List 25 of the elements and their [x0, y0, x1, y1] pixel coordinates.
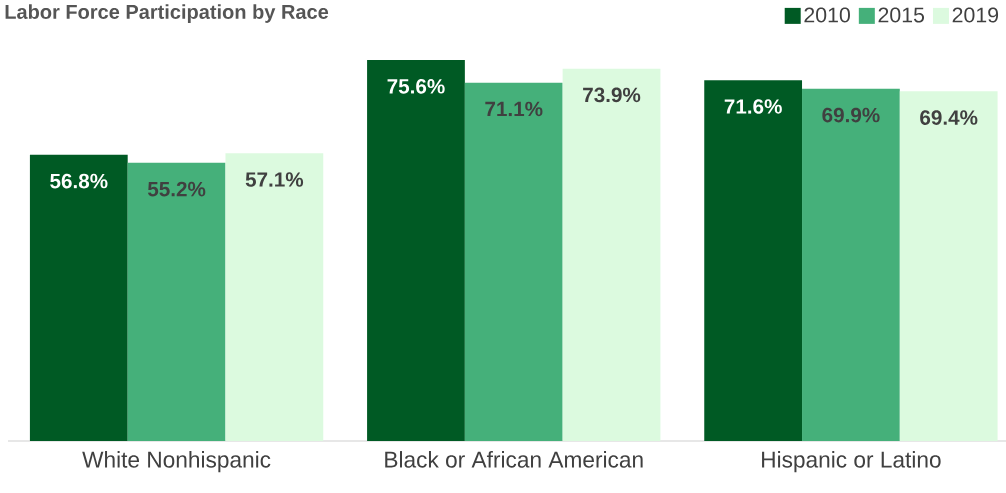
data-label: 57.1%: [245, 172, 304, 187]
bar: [899, 91, 998, 441]
bar: [562, 68, 661, 441]
bar: [29, 154, 128, 441]
bar: [225, 153, 324, 441]
data-label: 71.6%: [724, 99, 782, 114]
data-label: 73.9%: [583, 87, 641, 103]
data-label: 71.1%: [485, 101, 543, 117]
x-tick-label: White Nonhispanic: [82, 451, 271, 473]
legend-label: 2015: [878, 7, 925, 23]
bar: [127, 162, 226, 441]
x-tick-label: Black or African American: [385, 451, 643, 468]
chart-title: Labor Force Participation by Race: [5, 4, 329, 23]
x-tick-label: Hispanic or Latino: [762, 451, 941, 473]
bar: [464, 82, 563, 441]
data-label: 75.6%: [387, 79, 445, 94]
legend-label: 2019: [952, 7, 999, 23]
data-label: 69.9%: [822, 107, 880, 123]
legend-label: 2010: [804, 7, 850, 23]
bar: [367, 60, 465, 441]
data-label: 55.2%: [147, 181, 206, 197]
data-label: 56.8%: [50, 173, 108, 189]
data-label: 69.4%: [920, 110, 978, 125]
bar: [802, 88, 900, 441]
bar: [704, 80, 803, 441]
